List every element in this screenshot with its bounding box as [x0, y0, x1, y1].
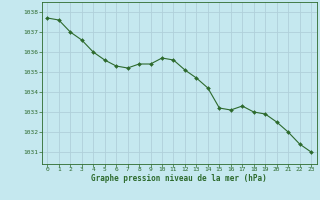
- X-axis label: Graphe pression niveau de la mer (hPa): Graphe pression niveau de la mer (hPa): [91, 174, 267, 183]
